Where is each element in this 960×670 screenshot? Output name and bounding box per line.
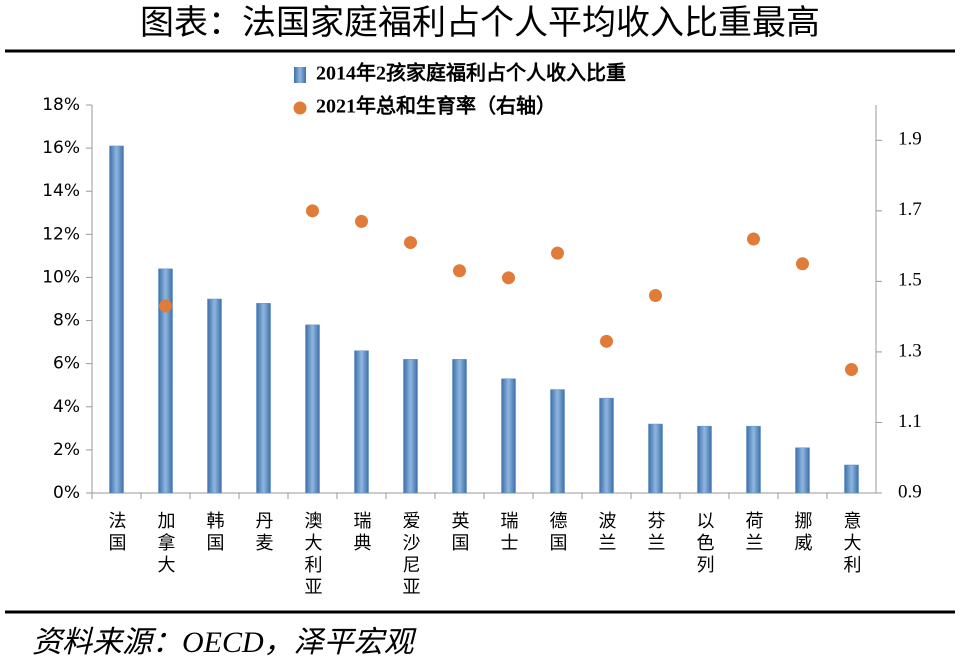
dot <box>600 334 613 348</box>
y-tick-label: 6% <box>53 354 80 374</box>
bar <box>158 268 173 494</box>
bar <box>844 464 859 494</box>
x-tick-label: 意大利 <box>842 511 862 577</box>
x-tick-label: 芬兰 <box>646 511 666 555</box>
y2-tick-label: 1.1 <box>898 411 922 432</box>
x-tick-label: 德国 <box>548 511 568 555</box>
legend-swatch <box>294 67 306 83</box>
chart-title: 图表：法国家庭福利占个人平均收入比重最高 <box>140 4 820 42</box>
dot <box>747 232 760 246</box>
y2-tick-label: 1.3 <box>898 340 922 361</box>
x-tick-label: 澳大利亚 <box>303 511 323 599</box>
x-tick-label: 瑞士 <box>499 511 519 555</box>
x-tick-label: 加拿大 <box>156 511 176 577</box>
x-tick-label: 以色列 <box>695 511 715 577</box>
y-tick-label: 14% <box>42 181 80 201</box>
bar <box>501 378 516 494</box>
x-tick-label: 波兰 <box>597 511 617 555</box>
x-tick-label: 丹麦 <box>254 511 274 555</box>
y-tick-label: 10% <box>42 267 80 287</box>
bar <box>795 447 810 494</box>
bar <box>648 423 663 494</box>
bar <box>697 425 712 494</box>
x-tick-label: 韩国 <box>205 511 225 555</box>
dot <box>649 288 662 302</box>
dot <box>796 257 809 271</box>
bar <box>305 324 320 494</box>
dot <box>845 363 858 377</box>
source: 资料来源：OECD，泽平宏观 <box>32 626 417 659</box>
y2-tick-label: 0.9 <box>898 481 922 502</box>
bar <box>207 298 222 494</box>
bar <box>452 359 467 494</box>
y-tick-label: 2% <box>53 440 80 460</box>
dot <box>159 299 172 313</box>
y-tick-label: 8% <box>53 311 80 331</box>
dot <box>551 246 564 260</box>
bar <box>550 389 565 494</box>
y-tick-label: 18% <box>42 95 80 115</box>
bar <box>403 359 418 494</box>
y-tick-label: 16% <box>42 138 80 158</box>
dot <box>404 236 417 250</box>
dot <box>306 204 319 218</box>
dot <box>355 214 368 228</box>
bar <box>354 350 369 494</box>
bar <box>109 145 124 494</box>
y2-tick-label: 1.9 <box>898 129 922 150</box>
x-tick-label: 法国 <box>107 511 127 555</box>
y2-tick-label: 1.5 <box>898 270 922 291</box>
bar <box>256 303 271 494</box>
dot <box>502 271 515 285</box>
x-tick-label: 荷兰 <box>744 511 764 555</box>
legend-label: 2014年2孩家庭福利占个人收入比重 <box>316 61 626 85</box>
bar <box>599 397 614 494</box>
y2-tick-label: 1.7 <box>898 199 922 220</box>
x-tick-label: 挪威 <box>793 511 813 555</box>
y-tick-label: 4% <box>53 397 80 417</box>
legend-label: 2021年总和生育率（右轴） <box>316 94 556 118</box>
x-tick-label: 瑞典 <box>352 511 372 555</box>
legend-swatch <box>293 101 307 115</box>
y-tick-label: 12% <box>42 224 80 244</box>
y-tick-label: 0% <box>53 483 80 503</box>
x-tick-label: 爱沙尼亚 <box>401 511 421 599</box>
x-tick-label: 英国 <box>450 511 470 555</box>
dot <box>453 264 466 278</box>
bar <box>746 425 761 494</box>
